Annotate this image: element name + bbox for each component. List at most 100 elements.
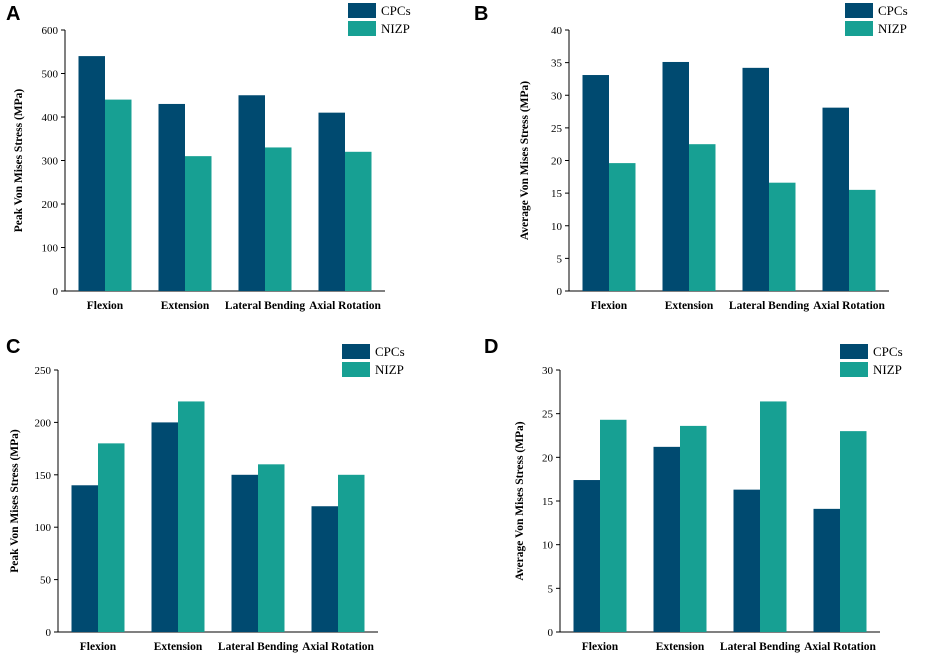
chart-d-bar-cpcs-flexion — [573, 480, 600, 632]
chart-d-y-tick-label: 0 — [548, 627, 554, 639]
chart-a-legend-swatch-nizp — [348, 21, 376, 36]
chart-panel-b: B 0 5 10 15 20 25 30 35 40 Average Von Mises Stres… — [470, 0, 941, 325]
chart-c-bar-nizp-extension — [178, 401, 205, 632]
chart-b-y-tick-label: 30 — [551, 90, 563, 102]
chart-b-x-tick-label-flexion: Flexion — [591, 300, 628, 312]
chart-c-y-tick-label: 100 — [35, 522, 52, 534]
chart-a-y-axis-title: Peak Von Mises Stress (MPa) — [13, 89, 25, 233]
chart-b-y-tick-label: 5 — [557, 253, 563, 265]
chart-c-x-tick-label-axial-rotation: Axial Rotation — [302, 641, 374, 653]
chart-c-y-tick-label: 0 — [46, 627, 52, 639]
chart-b-y-tick-label: 40 — [551, 25, 563, 37]
chart-b-bar-nizp-lateral-bending — [769, 182, 796, 291]
chart-d-legend-swatch-nizp — [840, 362, 868, 377]
chart-a-bar-cpcs-lateral-bending — [238, 95, 265, 291]
chart-panel-d: D 0 5 10 15 20 25 30 Average Von Mises Stress (M… — [470, 330, 941, 655]
chart-c-y-tick-label: 50 — [40, 575, 52, 587]
chart-b-panel-label: B — [474, 3, 488, 25]
chart-b-y-tick-label: 15 — [551, 188, 563, 200]
chart-b-y-tick-label: 35 — [551, 58, 563, 70]
chart-b-legend-swatch-nizp — [845, 21, 873, 36]
chart-b-legend-swatch-cpcs — [845, 3, 873, 18]
chart-d-x-tick-label-flexion: Flexion — [582, 641, 619, 653]
chart-c-legend-label-cpcs: CPCs — [375, 344, 405, 359]
chart-a-bar-cpcs-axial-rotation — [318, 112, 345, 292]
chart-d-panel-label: D — [484, 336, 498, 358]
chart-d-y-tick-label: 30 — [542, 365, 554, 377]
chart-b-bar-cpcs-axial-rotation — [822, 107, 849, 292]
chart-b-y-tick-label: 10 — [551, 221, 563, 233]
chart-d-bar-nizp-axial-rotation — [840, 431, 867, 632]
chart-b-y-tick-label: 25 — [551, 123, 563, 135]
chart-c-x-tick-label-extension: Extension — [154, 641, 203, 653]
chart-a-legend-label-nizp: NIZP — [381, 21, 410, 36]
chart-c-legend-swatch-nizp — [342, 362, 370, 377]
chart-a-y-tick-label: 600 — [42, 25, 59, 37]
chart-c-bar-nizp-flexion — [98, 443, 125, 632]
chart-d-y-tick-label: 5 — [548, 583, 554, 595]
chart-d-bar-nizp-lateral-bending — [760, 401, 787, 632]
chart-c-bar-cpcs-axial-rotation — [311, 506, 338, 632]
chart-b-bar-cpcs-flexion — [582, 75, 609, 292]
chart-a-y-tick-label: 0 — [53, 286, 59, 298]
chart-d-bar-cpcs-axial-rotation — [813, 508, 840, 632]
chart-a-y-tick-label: 300 — [42, 156, 59, 168]
chart-b-y-tick-label: 20 — [551, 156, 563, 168]
chart-a-x-tick-label-axial-rotation: Axial Rotation — [309, 300, 381, 312]
chart-b-x-tick-label-lateral-bending: Lateral Bending — [729, 300, 809, 312]
chart-b-bar-cpcs-extension — [662, 61, 689, 291]
chart-a-y-tick-label: 500 — [42, 69, 59, 81]
chart-b-y-tick-label: 0 — [557, 286, 563, 298]
chart-a-svg: A 0 100 200 300 400 500 600 Peak Von Mises Stres… — [6, 3, 411, 312]
chart-a-x-tick-label-flexion: Flexion — [87, 300, 124, 312]
chart-d-y-tick-label: 10 — [542, 540, 554, 552]
chart-a-bar-nizp-axial-rotation — [345, 151, 372, 291]
chart-b-svg: B 0 5 10 15 20 25 30 35 40 Average Von Mises Stres… — [474, 3, 908, 312]
chart-c-bar-cpcs-lateral-bending — [231, 474, 258, 632]
chart-a-bar-nizp-flexion — [105, 99, 132, 291]
chart-a-y-tick-label: 400 — [42, 112, 59, 124]
chart-a-y-tick-label: 100 — [42, 243, 59, 255]
chart-d-y-tick-label: 25 — [542, 409, 554, 421]
chart-d-legend-label-cpcs: CPCs — [873, 344, 903, 359]
chart-c-y-tick-label: 200 — [35, 417, 52, 429]
chart-b-legend-label-cpcs: CPCs — [878, 3, 908, 18]
chart-c-x-tick-label-flexion: Flexion — [80, 641, 117, 653]
chart-a-bar-nizp-extension — [185, 156, 212, 291]
chart-c-bar-nizp-lateral-bending — [258, 464, 285, 632]
chart-b-y-axis-title: Average Von Mises Stress (MPa) — [519, 81, 531, 240]
chart-b-bar-nizp-flexion — [609, 163, 636, 291]
chart-a-legend-swatch-cpcs — [348, 3, 376, 18]
chart-c-y-tick-label: 250 — [35, 365, 52, 377]
chart-a-x-tick-label-lateral-bending: Lateral Bending — [225, 300, 305, 312]
chart-a-bar-cpcs-flexion — [78, 56, 105, 291]
chart-c-bar-cpcs-extension — [151, 422, 178, 632]
chart-c-bar-cpcs-flexion — [71, 485, 98, 632]
chart-a-x-tick-label-extension: Extension — [161, 300, 210, 312]
chart-a-legend-label-cpcs: CPCs — [381, 3, 411, 18]
chart-panel-c: C 0 50 100 150 200 250 Peak Von Mises Stress (M… — [0, 330, 470, 655]
chart-c-legend-swatch-cpcs — [342, 344, 370, 359]
chart-d-y-tick-label: 20 — [542, 452, 554, 464]
chart-d-legend-label-nizp: NIZP — [873, 362, 902, 377]
chart-d-bar-nizp-extension — [680, 425, 707, 632]
chart-d-bar-nizp-flexion — [600, 419, 627, 632]
chart-d-bar-cpcs-lateral-bending — [733, 489, 760, 632]
chart-c-bar-nizp-axial-rotation — [338, 474, 365, 632]
chart-a-panel-label: A — [6, 3, 20, 25]
chart-d-x-tick-label-axial-rotation: Axial Rotation — [804, 641, 876, 653]
chart-d-x-tick-label-lateral-bending: Lateral Bending — [720, 641, 800, 653]
chart-c-y-tick-label: 150 — [35, 470, 52, 482]
chart-d-x-tick-label-extension: Extension — [656, 641, 705, 653]
chart-c-legend-label-nizp: NIZP — [375, 362, 404, 377]
chart-d-svg: D 0 5 10 15 20 25 30 Average Von Mises Stress (M… — [484, 336, 903, 653]
chart-d-y-axis-title: Average Von Mises Stress (MPa) — [514, 421, 526, 580]
chart-b-x-tick-label-extension: Extension — [665, 300, 714, 312]
chart-d-legend-swatch-cpcs — [840, 344, 868, 359]
chart-c-svg: C 0 50 100 150 200 250 Peak Von Mises Stress (M… — [6, 336, 405, 653]
chart-a-bar-nizp-lateral-bending — [265, 147, 292, 291]
chart-b-bar-nizp-extension — [689, 144, 716, 291]
chart-c-x-tick-label-lateral-bending: Lateral Bending — [218, 641, 298, 653]
chart-c-y-axis-title: Peak Von Mises Stress (MPa) — [9, 429, 21, 573]
chart-c-panel-label: C — [6, 336, 20, 358]
